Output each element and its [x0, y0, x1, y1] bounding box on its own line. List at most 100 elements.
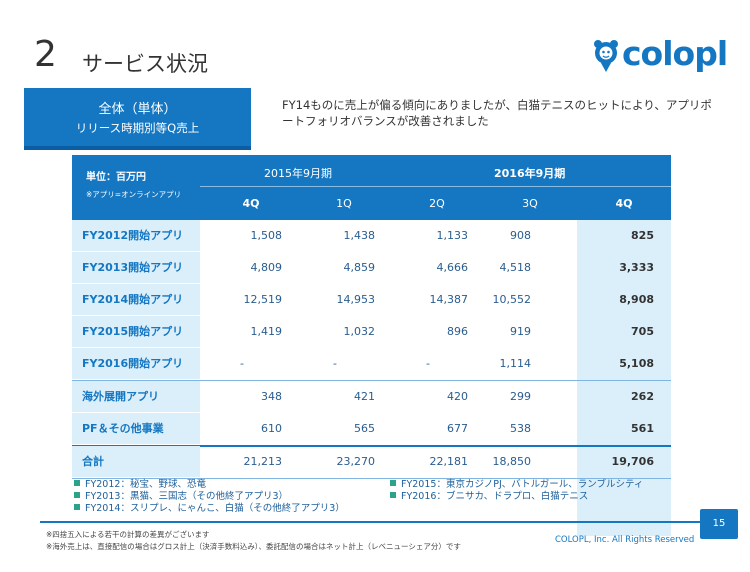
table-cell: 21,213	[243, 455, 283, 468]
table-cell: 561	[631, 422, 654, 435]
table-cell: 677	[447, 422, 468, 435]
table-cell: 4,859	[343, 261, 376, 274]
row-label: PF＆その他事業	[72, 413, 200, 445]
table-cell: 1,133	[436, 229, 469, 242]
legend-item: FY2013：黒猫、三国志（その他終了アプリ3）	[74, 491, 345, 503]
table-row: PF＆その他事業 610 565 677 538 561	[72, 413, 671, 445]
period-2015: 2015年9月期	[264, 167, 332, 180]
table-cell: 1,508	[250, 229, 283, 242]
colopl-logo: colopl	[590, 34, 730, 80]
table-cell: 18,850	[492, 455, 532, 468]
footer-divider	[40, 521, 730, 523]
table-cell: 23,270	[336, 455, 376, 468]
legend-item: FY2016：ブニサカ、ドラプロ、白猫テニス	[390, 491, 643, 503]
quarter-header: 3Q	[522, 197, 538, 210]
table-header: 単位：百万円 ※アプリ=オンラインアプリ 2015年9月期 2016年9月期 4…	[72, 155, 671, 220]
table-cell: 538	[510, 422, 531, 435]
table-cell: 4,666	[436, 261, 469, 274]
table-cell: 896	[447, 325, 468, 338]
table-cell: -	[333, 357, 337, 370]
legend-bullet-icon	[390, 492, 396, 498]
legend-bullet-icon	[74, 492, 80, 498]
legend-bullet-icon	[74, 504, 80, 510]
table-cell: 348	[261, 390, 282, 403]
row-label: FY2012開始アプリ	[72, 220, 200, 252]
table-cell: 908	[510, 229, 531, 242]
table-cell: 10,552	[492, 293, 532, 306]
table-row: FY2014開始アプリ 12,519 14,953 14,387 10,552 8,908	[72, 284, 671, 316]
table-cell: 14,387	[429, 293, 469, 306]
legend-right: FY2015：東京カジノPJ、バトルガール、ランブルシティ FY2016：ブニサ…	[390, 479, 643, 503]
table-cell: 1,114	[499, 357, 532, 370]
legend-left: FY2012：秘宝、野球、恐竜 FY2013：黒猫、三国志（その他終了アプリ3）…	[74, 479, 345, 515]
kuma-mascot-icon	[594, 40, 618, 72]
table-row: FY2015開始アプリ 1,419 1,032 896 919 705	[72, 316, 671, 348]
table-cell: 1,032	[343, 325, 376, 338]
table-cell: 4,518	[499, 261, 532, 274]
label-box-accent	[24, 146, 251, 150]
quarter-header: 2Q	[429, 197, 445, 210]
label-line2: リリース時期別等Q売上	[75, 121, 200, 135]
table-bottom-border	[72, 478, 671, 479]
table-cell: 420	[447, 390, 468, 403]
table-cell: 1,419	[250, 325, 283, 338]
table-cell: 565	[354, 422, 375, 435]
quarter-header: 4Q	[242, 197, 260, 210]
current-quarter-highlight	[577, 220, 671, 536]
table-cell: 299	[510, 390, 531, 403]
logo-wordmark: colopl	[622, 34, 728, 73]
legend-bullet-icon	[390, 480, 396, 486]
footnote: ※四捨五入による若干の計算の差異がございます	[46, 530, 210, 539]
table-cell: 610	[261, 422, 282, 435]
row-label: FY2015開始アプリ	[72, 316, 200, 348]
row-label: 海外展開アプリ	[72, 381, 200, 413]
row-label: FY2014開始アプリ	[72, 284, 200, 316]
period-2016: 2016年9月期	[494, 167, 566, 180]
row-label: FY2016開始アプリ	[72, 348, 200, 380]
table-cell: -	[240, 357, 244, 370]
quarter-header: 1Q	[336, 197, 352, 210]
row-label: 合計	[72, 446, 200, 478]
row-divider	[72, 445, 671, 447]
legend-bullet-icon	[74, 480, 80, 486]
table-cell: 262	[631, 390, 654, 403]
table-row: 海外展開アプリ 348 421 420 299 262	[72, 381, 671, 413]
table-cell: 1,438	[343, 229, 376, 242]
label-line1: 全体（単体）	[98, 102, 177, 117]
row-label: FY2013開始アプリ	[72, 252, 200, 284]
table-cell: 5,108	[619, 357, 654, 370]
page-title: サービス状況	[82, 52, 208, 76]
table-cell: 4,809	[250, 261, 283, 274]
sales-table: 単位：百万円 ※アプリ=オンラインアプリ 2015年9月期 2016年9月期 4…	[72, 155, 671, 536]
section-number: 2	[34, 34, 57, 75]
table-cell: 919	[510, 325, 531, 338]
table-cell: 705	[631, 325, 654, 338]
table-cell: 19,706	[611, 455, 654, 468]
legend-item: FY2014：スリプレ、にゃんこ、白猫（その他終了アプリ3）	[74, 503, 345, 515]
table-cell: 421	[354, 390, 375, 403]
unit-note: ※アプリ=オンラインアプリ	[86, 190, 182, 199]
copyright: COLOPL, Inc. All Rights Reserved	[555, 535, 695, 545]
row-divider	[72, 380, 671, 381]
footnotes: ※四捨五入による若干の計算の差異がございます ※海外売上は、直接配信の場合はグロ…	[46, 529, 461, 553]
footnote: ※海外売上は、直接配信の場合はグロス計上（決済手数料込み）、委託配信の場合はネッ…	[46, 542, 461, 551]
quarter-header: 4Q	[615, 197, 633, 210]
summary-text: FY14ものに売上が偏る傾向にありましたが、白猫テニスのヒットにより、アプリポー…	[282, 98, 712, 128]
table-cell: 14,953	[336, 293, 376, 306]
table-row: 合計 21,213 23,270 22,181 18,850 19,706	[72, 446, 671, 478]
table-cell: 8,908	[619, 293, 654, 306]
table-cell: -	[426, 357, 430, 370]
table-cell: 825	[631, 229, 654, 242]
table-cell: 12,519	[243, 293, 283, 306]
page-number: 15	[700, 509, 738, 539]
table-row: FY2016開始アプリ - - - 1,114 5,108	[72, 348, 671, 380]
unit-label: 単位：百万円	[86, 172, 146, 183]
table-row: FY2013開始アプリ 4,809 4,859 4,666 4,518 3,333	[72, 252, 671, 284]
header-divider	[200, 186, 671, 187]
table-row: FY2012開始アプリ 1,508 1,438 1,133 908 825	[72, 220, 671, 252]
table-cell: 3,333	[619, 261, 654, 274]
section-label-box: 全体（単体） リリース時期別等Q売上	[24, 88, 251, 146]
legend-item: FY2012：秘宝、野球、恐竜	[74, 479, 345, 491]
table-cell: 22,181	[429, 455, 469, 468]
